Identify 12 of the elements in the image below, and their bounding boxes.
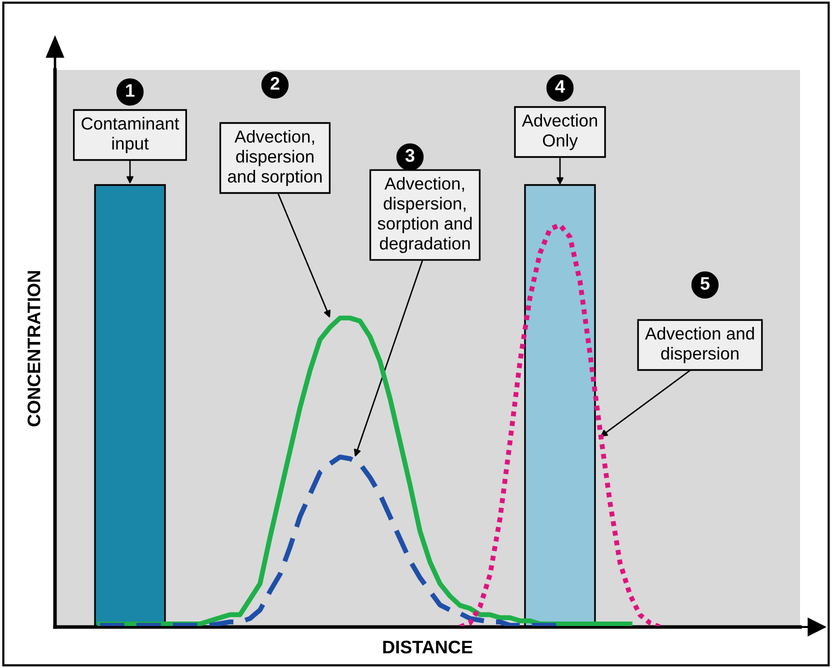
annotation: 5: [700, 277, 710, 290]
text: 4: [555, 80, 565, 93]
annotation: Advection, dispersion and sorption: [228, 130, 322, 186]
text: 2: [270, 77, 280, 90]
y-axis-title: CONCENTRATION: [28, 271, 40, 426]
text: Advection Only: [522, 114, 597, 150]
annotation: Advection and dispersion: [645, 326, 754, 364]
text: Contaminant input: [82, 116, 180, 154]
text: 1: [126, 84, 135, 97]
text: 3: [405, 149, 414, 162]
annotation: Advection, dispersion, sorption and degradation: [378, 176, 472, 254]
x-axis-title: DISTANCE: [383, 640, 472, 654]
